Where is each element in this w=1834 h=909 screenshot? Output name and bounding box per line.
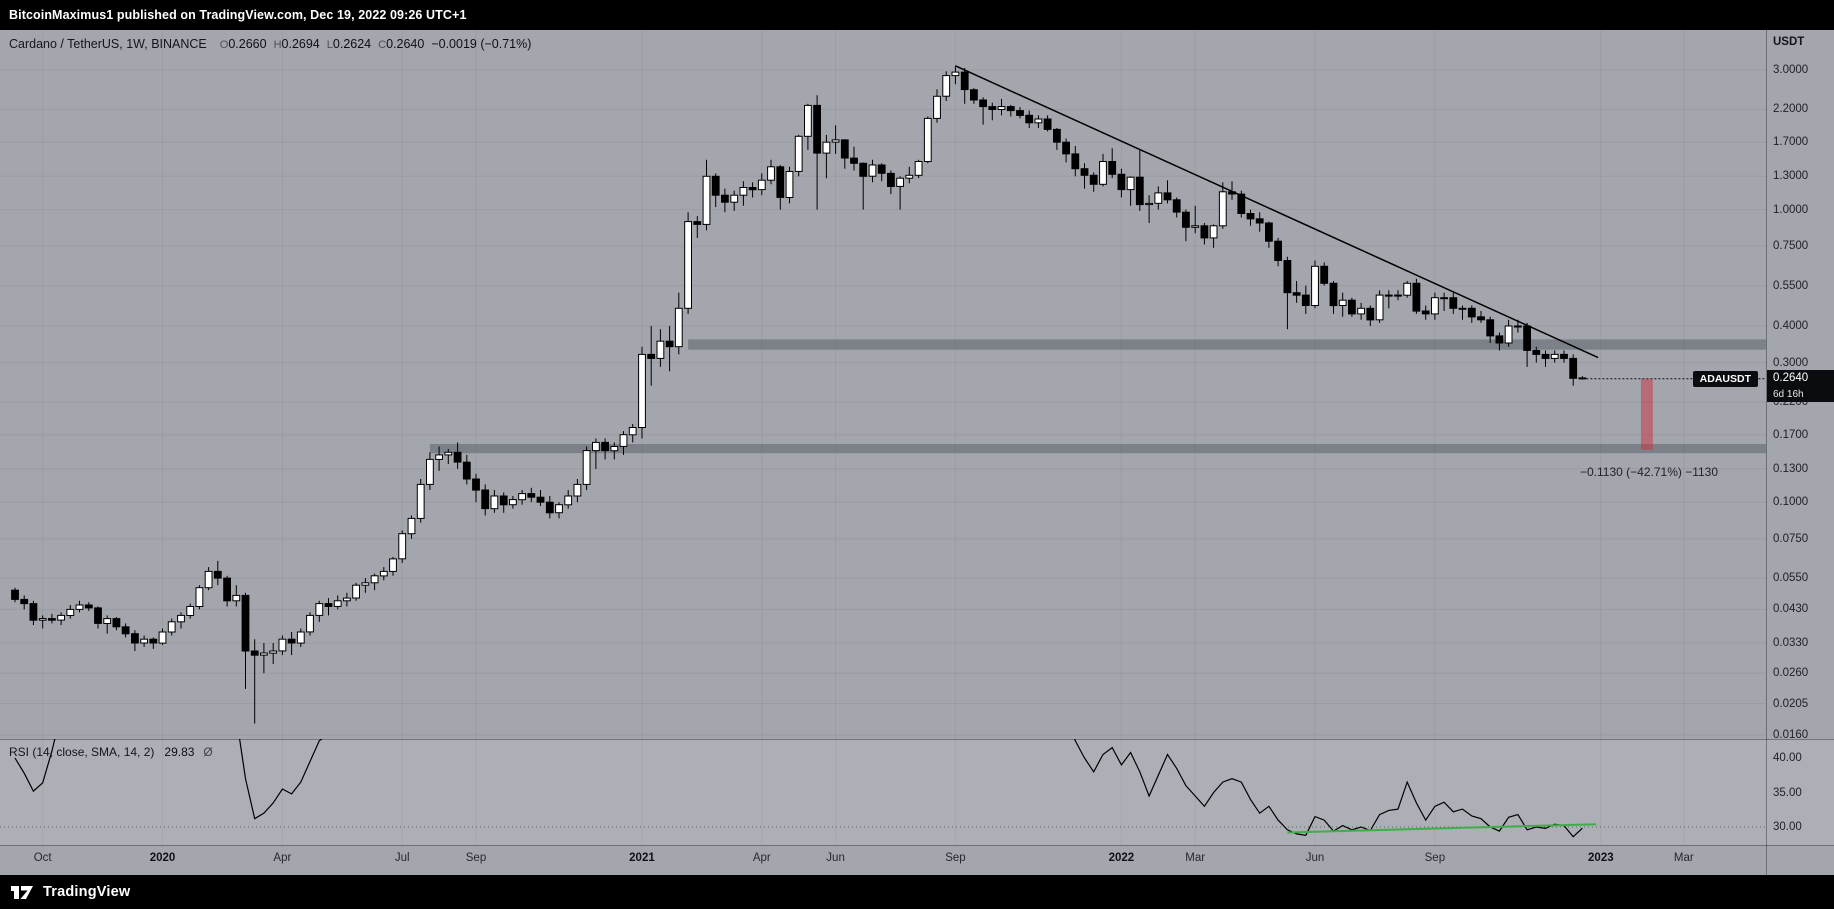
- price-axis-label: 3.0000: [1773, 64, 1809, 76]
- low-value: 0.2624: [332, 37, 372, 51]
- time-axis-label: Mar: [1185, 852, 1206, 864]
- rsi-support-trendline[interactable]: [1287, 823, 1597, 834]
- rsi-pane: [0, 739, 1766, 838]
- rsi-legend[interactable]: RSI (14, close, SMA, 14, 2) 29.83 Ø: [9, 745, 213, 759]
- rsi-value: 29.83: [164, 745, 195, 759]
- price-axis-label: 0.1300: [1773, 462, 1809, 475]
- price-axis-label: 1.7000: [1773, 136, 1809, 149]
- price-axis-unit: USDT: [1773, 36, 1805, 48]
- time-axis-label: Jun: [1305, 852, 1325, 864]
- change-value: −0.0019 (−0.71%): [431, 37, 532, 51]
- footer-bar: TradingView: [0, 875, 1834, 909]
- high-label: H: [273, 39, 282, 51]
- price-axis-label: 0.0550: [1773, 572, 1809, 585]
- close-value: 0.2640: [386, 37, 425, 51]
- time-axis-label: Oct: [33, 852, 52, 864]
- symbol-title: Cardano / TetherUS, 1W, BINANCE: [9, 37, 207, 51]
- rsi-eye-icon[interactable]: Ø: [203, 745, 213, 759]
- rsi-axis-label: 30.00: [1773, 821, 1802, 833]
- publish-bar-text: BitcoinMaximus1 published on TradingView…: [9, 8, 467, 22]
- horizontal-band[interactable]: [429, 444, 1766, 454]
- price-axis-label: 0.0205: [1773, 697, 1809, 710]
- time-axis-label: Mar: [1673, 852, 1694, 864]
- price-axis-label: 1.0000: [1773, 203, 1809, 216]
- time-axis-label: Apr: [273, 852, 292, 864]
- tradingview-logo-icon[interactable]: [10, 883, 34, 902]
- price-axis-label: 0.7500: [1773, 240, 1809, 253]
- high-value: 0.2694: [281, 37, 320, 51]
- time-axis-label: 2022: [1108, 852, 1135, 864]
- horizontal-band[interactable]: [688, 339, 1766, 350]
- time-axis-label: Sep: [945, 852, 966, 864]
- time-axis-label: Jul: [394, 852, 410, 864]
- tradingview-wordmark[interactable]: TradingView: [43, 884, 131, 900]
- price-axis-label: 2.2000: [1773, 103, 1809, 116]
- price-axis-label: 0.1000: [1773, 496, 1809, 509]
- price-axis-label: 0.0750: [1773, 532, 1809, 545]
- candlestick-series: [11, 65, 1587, 724]
- price-axis-label: 0.0160: [1773, 729, 1809, 741]
- price-axis-label: 1.3000: [1773, 170, 1809, 183]
- price-axis-label: 0.0260: [1773, 667, 1809, 680]
- symbol-legend[interactable]: Cardano / TetherUS, 1W, BINANCE O0.2660 H0…: [9, 37, 531, 51]
- time-axis-label: 2023: [1588, 852, 1614, 864]
- price-axis-label: 0.4000: [1773, 320, 1809, 332]
- rsi-line: [14, 739, 1583, 838]
- price-axis-label: 0.1700: [1773, 428, 1809, 441]
- rsi-title: RSI (14, close, SMA, 14, 2): [9, 745, 155, 759]
- price-axis-label: 0.0330: [1773, 637, 1809, 650]
- measure-tool-bar[interactable]: [1640, 378, 1653, 450]
- low-label: L: [326, 39, 333, 51]
- open-label: O: [219, 39, 229, 51]
- time-axis-label: Sep: [1424, 852, 1446, 864]
- price-axis-label: 0.3000: [1773, 356, 1809, 369]
- time-axis-label: 2021: [629, 852, 655, 864]
- trendline[interactable]: [955, 65, 1599, 359]
- rsi-axis-label: 35.00: [1773, 786, 1802, 799]
- publish-bar: BitcoinMaximus1 published on TradingView…: [0, 0, 1834, 30]
- price-axis-label: 0.5500: [1773, 279, 1809, 292]
- close-label: C: [378, 39, 387, 51]
- price-axis-label: 0.0430: [1773, 603, 1809, 616]
- time-axis-label: Sep: [465, 852, 487, 864]
- measure-tool-label: −0.1130 (−42.71%) −1130: [1580, 465, 1718, 479]
- rsi-pane-background: [0, 739, 1834, 845]
- bar-countdown-tag: 6d 16h: [1767, 387, 1834, 402]
- rsi-axis-label: 40.00: [1773, 752, 1802, 764]
- last-price-tag: 0.2640: [1767, 370, 1834, 387]
- time-axis-label: 2020: [149, 852, 176, 864]
- time-axis-label: Apr: [752, 852, 771, 864]
- open-value: 0.2660: [228, 37, 267, 51]
- symbol-price-badge: ADAUSDT: [1692, 371, 1758, 387]
- time-axis-label: Jun: [826, 852, 845, 864]
